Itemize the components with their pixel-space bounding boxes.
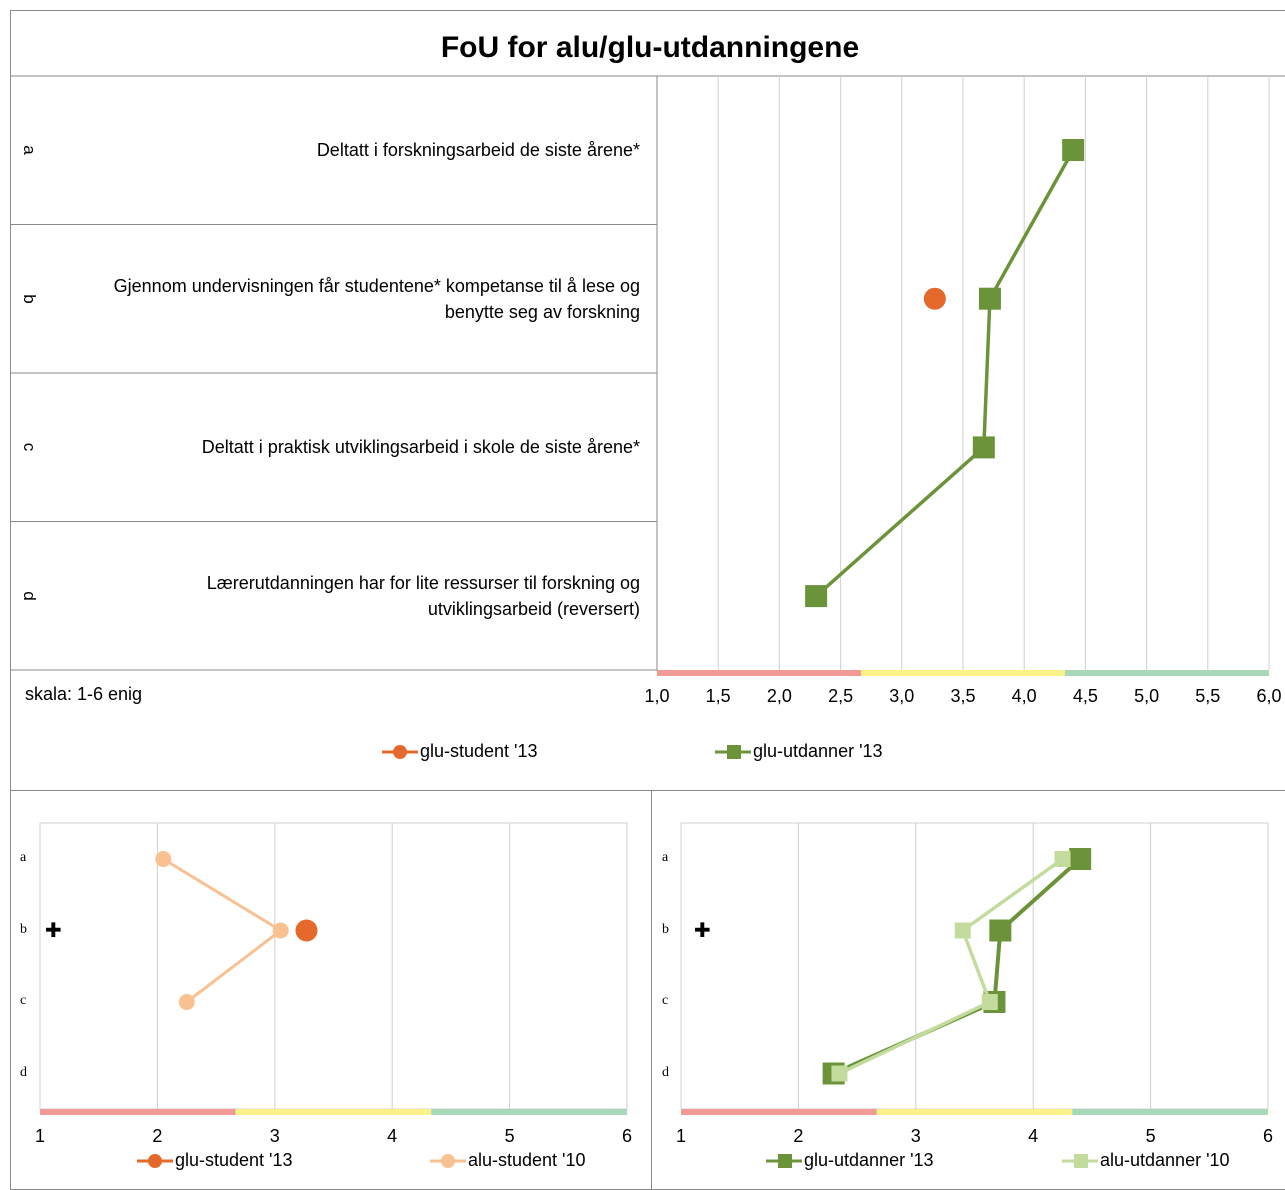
legend-swatch-marker xyxy=(727,745,741,759)
scale-band xyxy=(657,670,861,676)
category-label-d: d xyxy=(662,1064,669,1080)
data-point xyxy=(972,436,995,459)
legend-swatch-marker xyxy=(778,1154,792,1168)
data-point xyxy=(1054,851,1071,867)
row-label-line: utviklingsarbeid (reversert) xyxy=(427,598,640,619)
data-point xyxy=(981,994,998,1010)
category-label-a: a xyxy=(662,850,669,865)
data-point xyxy=(954,922,971,939)
x-tick-label: 6,0 xyxy=(1256,686,1282,706)
x-tick-label: 2 xyxy=(793,1126,804,1146)
row-label-line: Deltatt i forskningsarbeid de siste åren… xyxy=(316,140,640,161)
x-tick-label: 4,5 xyxy=(1072,686,1098,706)
x-tick-label: 5,0 xyxy=(1134,686,1160,706)
scale-band xyxy=(235,1109,432,1115)
data-point xyxy=(1069,848,1092,870)
x-tick-label: 3,0 xyxy=(889,686,915,706)
data-point xyxy=(978,287,1001,310)
legend-swatch-marker xyxy=(441,1154,455,1168)
legend-label: glu-student '13 xyxy=(175,1150,293,1170)
x-tick-label: 2,0 xyxy=(766,686,792,706)
data-point xyxy=(1062,139,1085,161)
legend-label: glu-utdanner '13 xyxy=(804,1150,934,1170)
legend-swatch-marker xyxy=(148,1154,162,1168)
legend-label: glu-utdanner '13 xyxy=(753,741,883,761)
teacher-chart-panel xyxy=(651,790,1285,1190)
row-label-a: Deltatt i forskningsarbeid de siste åren… xyxy=(50,137,640,163)
data-point xyxy=(178,994,195,1010)
x-tick-label: 4 xyxy=(387,1126,398,1146)
x-tick-label: 4,0 xyxy=(1011,686,1037,706)
x-tick-label: 1 xyxy=(34,1126,45,1146)
data-point xyxy=(272,922,289,939)
x-tick-label: 5 xyxy=(504,1126,515,1146)
scale-band xyxy=(431,1109,627,1115)
row-label-c: Deltatt i praktisk utviklingsarbeid i sk… xyxy=(50,434,640,460)
row-label-line: Gjennom undervisningen får studentene* k… xyxy=(113,275,640,296)
category-label-d: d xyxy=(20,1064,27,1080)
row-label-line: benytte seg av forskning xyxy=(444,301,640,322)
x-tick-label: 5,5 xyxy=(1195,686,1221,706)
data-point xyxy=(989,919,1012,942)
x-tick-label: 2,5 xyxy=(828,686,854,706)
move-cursor-icon: ✚ xyxy=(45,920,62,942)
x-tick-label: 4 xyxy=(1028,1126,1039,1146)
x-tick-label: 6 xyxy=(1262,1126,1273,1146)
series-line xyxy=(838,857,1064,1076)
x-tick-label: 3 xyxy=(910,1126,921,1146)
legend-swatch-marker xyxy=(1074,1154,1088,1168)
legend-label: alu-utdanner '10 xyxy=(1100,1150,1230,1170)
row-label-line: Lærerutdanningen har for lite ressurser … xyxy=(206,572,640,593)
legend-label: glu-student '13 xyxy=(420,741,538,761)
scale-band xyxy=(1072,1109,1268,1115)
data-point xyxy=(923,287,946,310)
legend-label: alu-student '10 xyxy=(468,1150,586,1170)
scale-band xyxy=(681,1109,877,1115)
legend-swatch-marker xyxy=(393,745,407,759)
student-chart-panel xyxy=(10,790,652,1190)
scale-band xyxy=(1065,670,1269,676)
category-label-b: b xyxy=(20,921,27,937)
category-label-c: c xyxy=(662,993,669,1008)
series-line xyxy=(814,149,1075,598)
row-label-line: Deltatt i praktisk utviklingsarbeid i sk… xyxy=(201,437,640,458)
chart-title: FoU for alu/glu-utdanningene xyxy=(440,31,860,64)
data-point xyxy=(295,919,318,942)
x-tick-label: 1 xyxy=(675,1126,686,1146)
plot-area-1 xyxy=(39,822,628,1110)
series-line xyxy=(832,857,1082,1076)
scale-note: skala: 1-6 enig xyxy=(25,684,143,704)
data-point xyxy=(155,851,172,867)
x-tick-label: 3 xyxy=(269,1126,280,1146)
move-cursor-icon: ✚ xyxy=(694,920,711,942)
row-label-b: Gjennom undervisningen får studentene* k… xyxy=(50,273,640,325)
x-tick-label: 1,5 xyxy=(705,686,731,706)
category-label-a: a xyxy=(20,850,27,865)
scale-band xyxy=(861,670,1065,676)
category-label-b: b xyxy=(662,921,669,937)
x-tick-label: 3,5 xyxy=(950,686,976,706)
x-tick-label: 6 xyxy=(621,1126,632,1146)
x-tick-label: 5 xyxy=(1145,1126,1156,1146)
scale-band xyxy=(40,1109,236,1115)
x-tick-label: 1,0 xyxy=(644,686,670,706)
row-label-d: Lærerutdanningen har for lite ressurser … xyxy=(50,570,640,622)
data-point xyxy=(831,1065,848,1082)
series-line xyxy=(162,857,284,1004)
scale-band xyxy=(876,1109,1073,1115)
category-label-c: c xyxy=(20,993,27,1008)
data-point xyxy=(805,585,828,608)
x-tick-label: 2 xyxy=(152,1126,163,1146)
